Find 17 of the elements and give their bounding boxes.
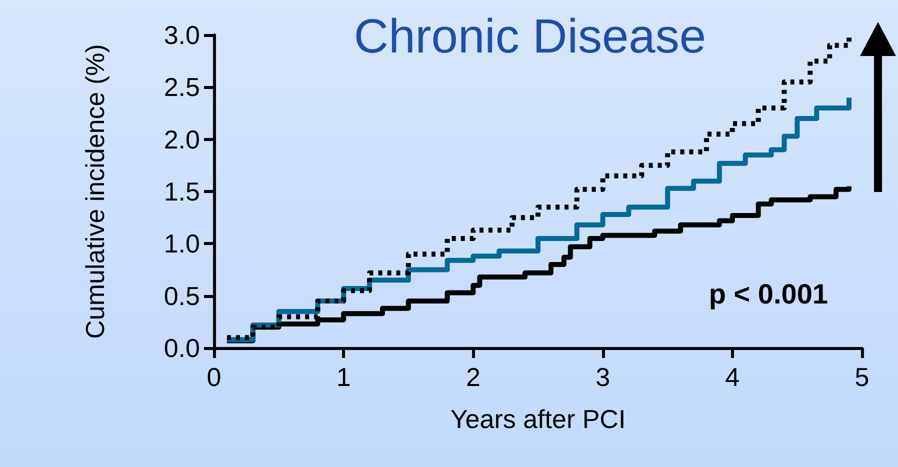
- y-tick-label: 0.0: [164, 333, 200, 363]
- x-tick-label: 1: [336, 362, 351, 392]
- annotation: p < 0.001: [708, 278, 828, 310]
- y-tick-label: 0.5: [164, 280, 200, 311]
- x-tick-label: 4: [725, 362, 740, 392]
- x-tick-label: 3: [596, 362, 610, 392]
- y-tick-label: 2.0: [164, 124, 200, 154]
- y-tick-label: 1.0: [164, 228, 200, 259]
- y-tick-label: 3.0: [164, 20, 200, 50]
- x-tick-label: 2: [466, 362, 480, 392]
- y-tick-label: 1.5: [164, 176, 200, 206]
- y-axis-title: Cumulative incidence (%): [80, 44, 110, 339]
- chart-title: Chronic Disease: [354, 10, 706, 64]
- x-tick-label: 5: [854, 362, 870, 392]
- y-tick-label: 2.5: [164, 72, 200, 102]
- x-tick-label: 0: [206, 362, 222, 392]
- x-axis-title: Years after PCI: [450, 404, 626, 434]
